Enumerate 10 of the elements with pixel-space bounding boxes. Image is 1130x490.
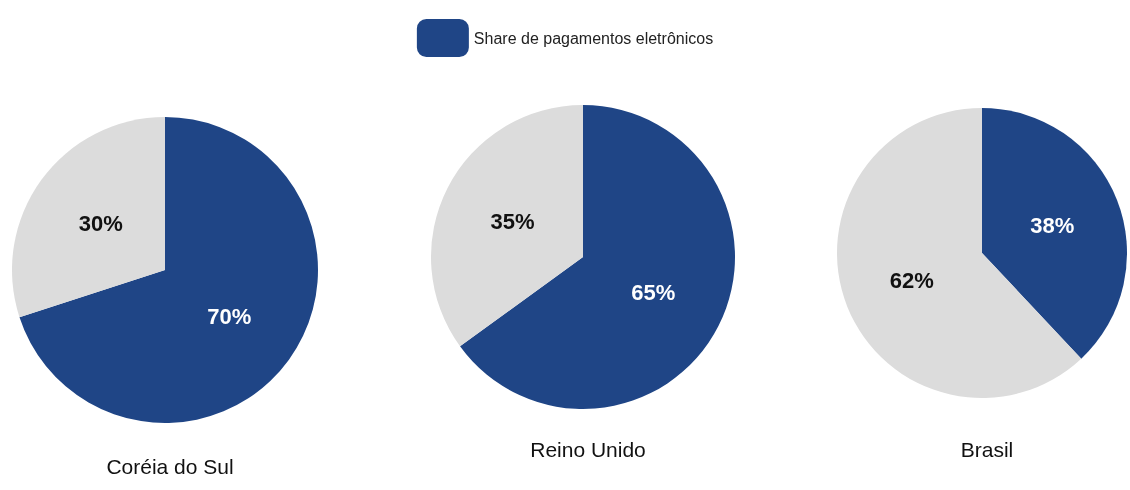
data-label: 38% — [1030, 212, 1075, 238]
text: Reino Unido — [530, 438, 646, 461]
data-label: 35% — [490, 208, 535, 234]
data-label: 65% — [631, 280, 676, 306]
text: Coréia do Sul — [106, 455, 234, 478]
legend-label: Share de pagamentos eletrônicos — [473, 29, 714, 47]
data-label: 62% — [889, 268, 934, 294]
text: Brasil — [960, 438, 1014, 461]
data-label: 30% — [78, 210, 123, 236]
data-label: 70% — [207, 304, 252, 330]
